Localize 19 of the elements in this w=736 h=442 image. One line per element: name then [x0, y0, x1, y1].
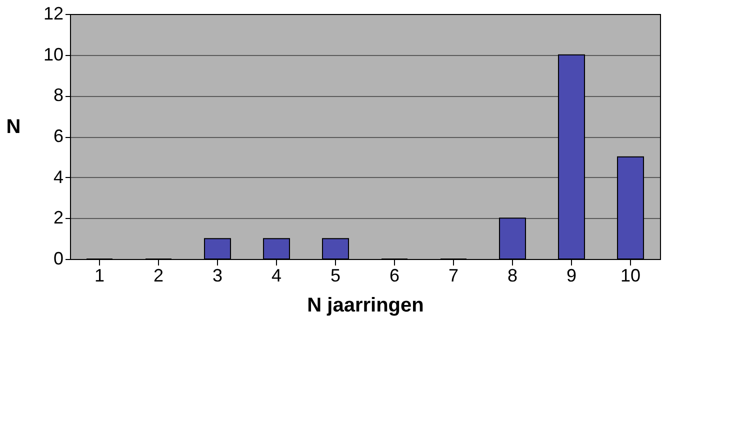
y-tick-label: 2 [53, 208, 64, 228]
y-tick-label: 6 [53, 126, 64, 146]
y-tick-label: 0 [53, 248, 64, 268]
y-tick-label: 8 [53, 85, 64, 106]
y-axis-title: N [6, 116, 21, 138]
x-tick-label: 6 [389, 266, 400, 286]
x-tick-label: 5 [330, 266, 341, 286]
x-tick-label: 7 [448, 266, 459, 286]
y-tick-label: 4 [53, 166, 64, 187]
x-tick-label: 8 [507, 266, 518, 286]
x-tick-label: 3 [212, 266, 223, 286]
x-tick-label: 1 [94, 266, 105, 286]
y-tick-label: 10 [43, 44, 64, 64]
x-tick-label: 4 [271, 266, 282, 286]
x-axis-title: N jaarringen [307, 294, 424, 316]
y-tick-label: 12 [43, 4, 64, 24]
x-tick-label: 10 [620, 266, 641, 286]
x-tick-label: 9 [566, 266, 577, 286]
x-tick-label: 2 [153, 266, 164, 286]
